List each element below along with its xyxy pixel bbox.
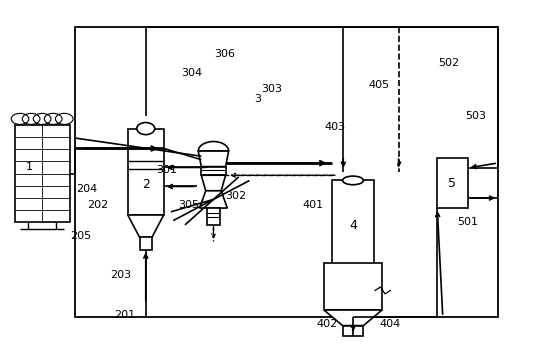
Text: 403: 403 xyxy=(325,122,346,132)
Text: 205: 205 xyxy=(70,231,91,241)
Text: 503: 503 xyxy=(465,111,486,121)
Polygon shape xyxy=(198,151,229,167)
Text: 305: 305 xyxy=(178,200,199,210)
Text: 502: 502 xyxy=(438,58,459,68)
Text: 3: 3 xyxy=(254,94,261,104)
Text: 201: 201 xyxy=(115,310,136,320)
Text: 202: 202 xyxy=(87,200,108,210)
Bar xyxy=(14,125,70,222)
Text: 1: 1 xyxy=(26,162,33,171)
Polygon shape xyxy=(324,310,382,325)
Bar xyxy=(75,27,498,317)
Text: 301: 301 xyxy=(156,165,177,175)
Text: 402: 402 xyxy=(316,319,337,329)
Text: 501: 501 xyxy=(457,217,478,227)
Bar xyxy=(324,263,382,310)
Text: 203: 203 xyxy=(111,270,132,280)
Text: 401: 401 xyxy=(302,200,324,210)
Bar xyxy=(207,208,220,225)
Text: 204: 204 xyxy=(76,184,97,194)
Bar xyxy=(437,158,468,208)
Polygon shape xyxy=(199,191,227,208)
Text: 302: 302 xyxy=(225,191,246,201)
Ellipse shape xyxy=(137,122,155,135)
Bar xyxy=(128,129,164,215)
Bar xyxy=(332,180,374,270)
Text: 5: 5 xyxy=(448,177,456,189)
Polygon shape xyxy=(201,175,225,191)
Text: 304: 304 xyxy=(181,68,202,78)
Bar xyxy=(342,325,363,336)
Text: 306: 306 xyxy=(214,49,235,59)
Text: 405: 405 xyxy=(368,81,390,90)
Text: 303: 303 xyxy=(261,84,282,94)
Polygon shape xyxy=(128,215,164,237)
Bar xyxy=(140,237,152,249)
Bar xyxy=(201,167,225,175)
Text: 4: 4 xyxy=(349,219,357,232)
Text: 2: 2 xyxy=(142,178,150,191)
Ellipse shape xyxy=(342,176,363,185)
Text: 404: 404 xyxy=(379,319,401,329)
